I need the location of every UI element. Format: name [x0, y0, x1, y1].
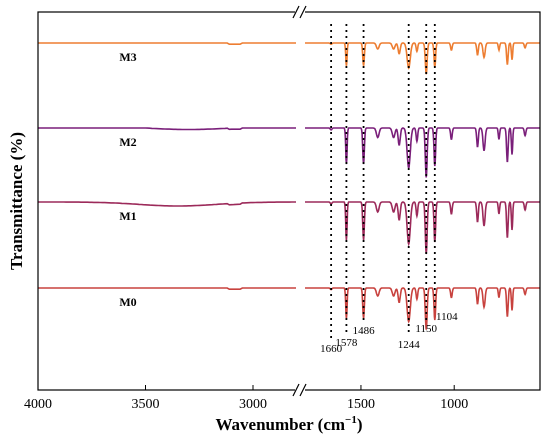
x-tick-label: 1000 — [440, 397, 468, 412]
series-line-high-range — [38, 42, 296, 45]
series-line-high-range — [38, 201, 296, 207]
peak-label: 1486 — [353, 325, 376, 337]
peak-marker-lines — [330, 24, 436, 340]
peak-label: 1578 — [335, 337, 358, 349]
series-line-high-range — [38, 287, 296, 290]
series-line-fingerprint — [305, 287, 540, 330]
x-axis-title-superscript: −1 — [345, 414, 357, 426]
x-tick-label: 3500 — [132, 397, 160, 412]
axis-break-marks — [292, 5, 307, 397]
x-tick-label: 1500 — [347, 397, 375, 412]
series-label: M1 — [119, 209, 136, 223]
x-tick-label: 4000 — [24, 397, 52, 412]
x-axis-ticks: 4000 3500 3000 1500 1000 — [24, 385, 468, 412]
peak-label: 1150 — [415, 323, 437, 335]
x-axis-title: Wavenumber (cm−1) — [216, 414, 363, 434]
plot-lines — [38, 42, 540, 330]
peak-label: 1244 — [398, 339, 421, 351]
x-tick-label: 3000 — [239, 397, 267, 412]
peak-label: 1660 — [320, 343, 343, 355]
series-line-fingerprint — [305, 127, 540, 178]
peak-label: 1104 — [436, 311, 458, 323]
plot-frame — [37, 11, 541, 391]
series-labels: M3 M2 M1 M0 — [119, 50, 136, 309]
series-label: M0 — [119, 295, 136, 309]
series-line-fingerprint — [305, 201, 540, 255]
series-label: M2 — [119, 135, 136, 149]
series-label: M3 — [119, 50, 136, 64]
series-line-fingerprint — [305, 42, 540, 75]
series-line-high-range — [38, 127, 296, 131]
y-axis-title: Transmittance (%) — [7, 132, 26, 270]
